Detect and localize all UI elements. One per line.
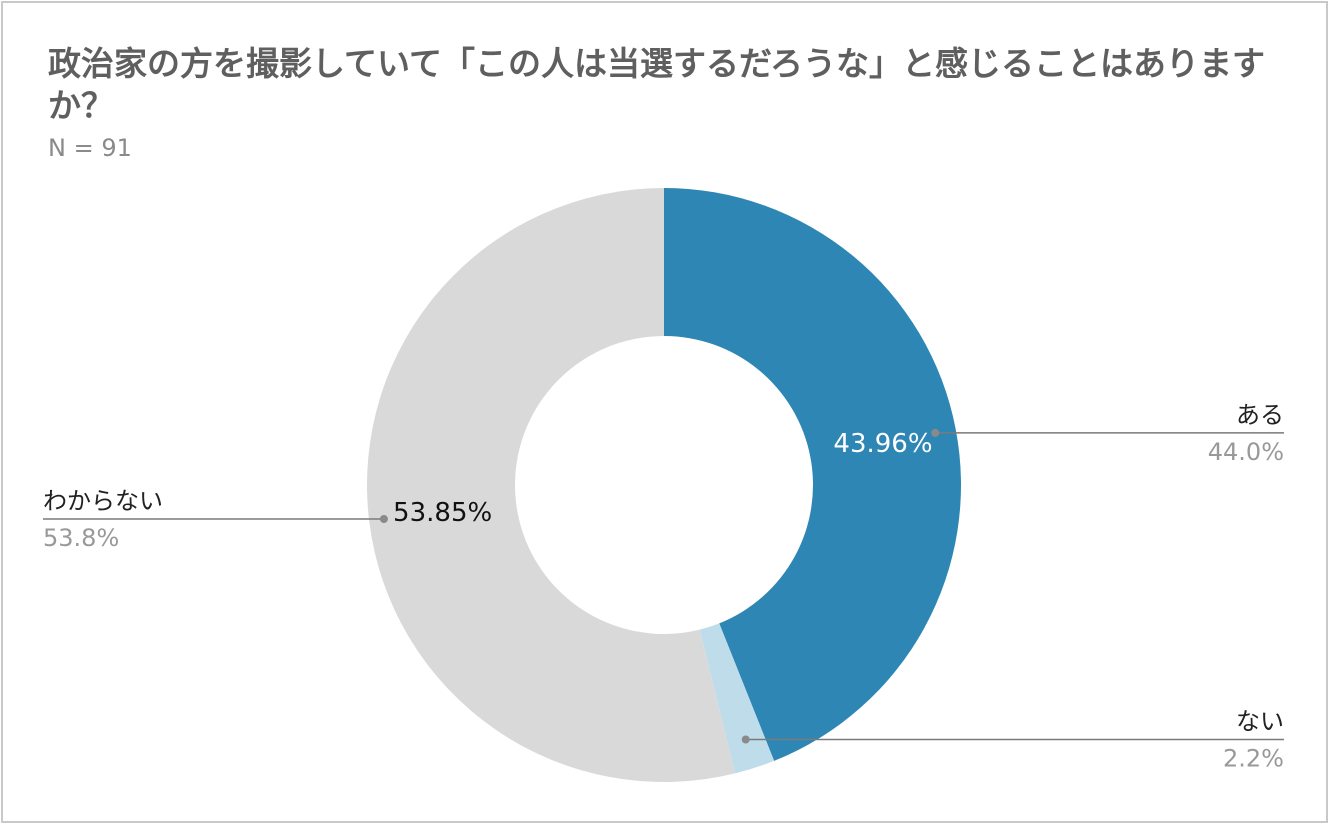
donut-slice-3 [366,188,736,782]
legend-percent-label-1: 44.0% [1208,438,1284,466]
legend-category-label-3: わからない [43,487,163,515]
leader-dot-3 [379,514,388,523]
chart-subtitle: N = 91 [48,134,132,162]
donut-slice-1 [664,188,961,761]
chart-title: 政治家の方を撮影していて「この人は当選するだろうな」と感じることはありますか？ [48,44,1266,125]
donut-slice-2 [699,623,775,774]
legend-category-label-2: ない [1236,708,1284,736]
slice-value-label-1: 43.96% [833,429,932,459]
leader-dot-2 [741,735,750,744]
slice-value-label-3: 53.85% [393,498,492,528]
legend-percent-label-3: 53.8% [43,524,119,552]
legend-percent-label-2: 2.2% [1223,745,1284,773]
leader-dot-1 [931,428,940,437]
legend-category-label-1: ある [1236,401,1284,429]
